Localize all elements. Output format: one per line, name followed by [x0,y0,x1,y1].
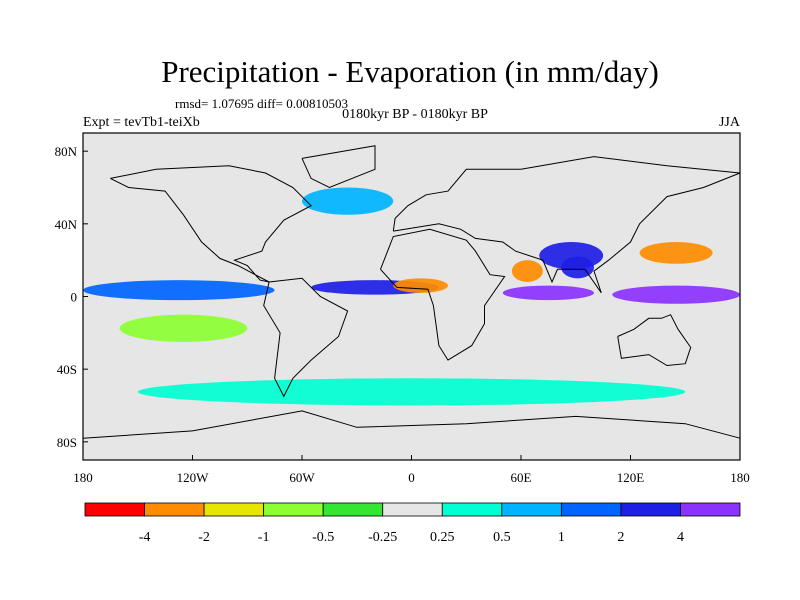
x-tick-label: 0 [408,470,415,485]
x-tick-label: 180 [730,470,750,485]
x-axis: 180 120W 60W 0 60E 120E 180 [73,455,750,485]
coastline-north-america [110,165,312,283]
y-tick-label: 80S [57,435,77,450]
colorbar-swatch [203,502,265,517]
coastline-antarctica [82,410,741,439]
coastline-africa [380,228,506,361]
x-tick-label: 120W [177,470,210,485]
region-northwest-pacific-dry [639,242,713,264]
y-tick-label: 40S [57,362,77,377]
region-south-asian-monsoon [539,242,604,270]
stats-label: rmsd= 1.07695 diff= 0.00810503 [175,96,348,111]
colorbar-swatch [680,502,741,517]
colorbar-label: 1 [558,530,565,545]
colorbar-label: 0.5 [493,530,511,545]
y-tick-label: 40N [55,217,78,232]
chart-title: Precipitation - Evaporation (in mm/day) [161,54,659,89]
region-equatorial-pacific-band [83,280,275,301]
colorbar-label: -4 [139,530,151,545]
colorbar-swatch [620,502,681,517]
region-southern-ocean-moist [137,378,686,406]
colorbar-swatch [84,502,145,517]
colorbar-label: -0.25 [368,530,397,545]
x-tick-label: 60W [289,470,315,485]
period-label: 0180kyr BP - 0180kyr BP [342,107,488,122]
y-tick-label: 0 [71,290,78,305]
colorbar-swatch [263,502,324,517]
region-indian-ocean-equatorial [502,285,594,301]
region-arabian-sea-dry [511,260,543,282]
experiment-label: Expt = tevTb1-teiXb [83,115,200,130]
colorbar-swatch [144,502,205,517]
region-west-africa-sahel [393,278,448,293]
colorbar-label: -0.5 [312,530,334,545]
colorbar-label: 4 [677,530,684,545]
y-axis: 80N 40N 0 40S 80S [55,144,88,450]
colorbar-swatch [560,502,622,517]
colorbar-label: 2 [617,530,624,545]
colorbar-swatch [322,502,384,517]
colorbar-swatch [382,502,443,517]
x-tick-label: 120E [617,470,645,485]
region-west-pacific-warm-pool [612,285,740,304]
colorbar-swatch [441,502,503,517]
x-tick-label: 60E [511,470,532,485]
colorbar-label: -1 [258,530,270,545]
x-tick-label: 180 [73,470,93,485]
map-plot-area [82,132,741,461]
colorbar-label: -2 [198,530,210,545]
colorbar: -4 -2 -1 -0.5 -0.25 0.25 0.5 1 2 4 [84,502,741,545]
coastline-eurasia [392,156,741,294]
coastline-south-america [263,277,349,398]
season-label: JJA [719,115,741,130]
coastline-australia [617,314,692,367]
y-tick-label: 80N [55,144,78,159]
coastline-greenland [301,145,376,189]
region-north-atlantic-storm [302,187,394,215]
colorbar-label: 0.25 [430,530,455,545]
region-south-pacific-dry-belt [119,314,248,342]
colorbar-swatch [501,502,562,517]
